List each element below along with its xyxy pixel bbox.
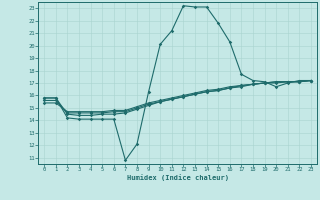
X-axis label: Humidex (Indice chaleur): Humidex (Indice chaleur) xyxy=(127,174,228,181)
